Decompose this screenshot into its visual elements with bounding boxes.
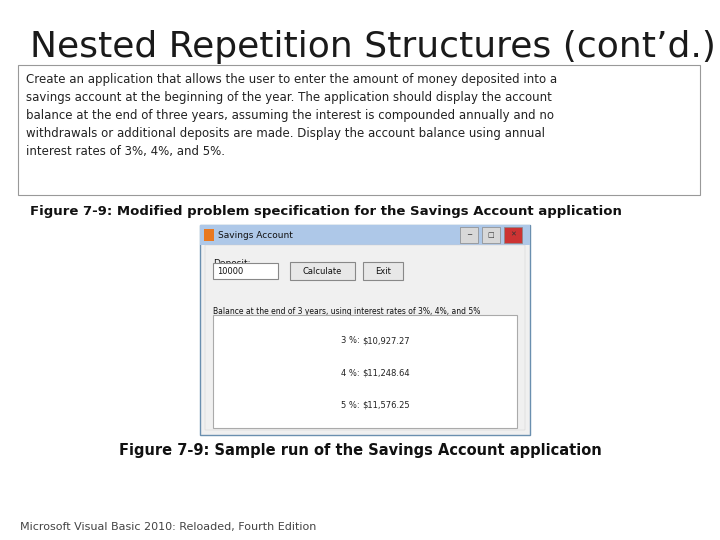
Text: $11,576.25: $11,576.25 [362,401,410,410]
FancyBboxPatch shape [363,262,403,280]
FancyBboxPatch shape [290,262,355,280]
Text: Calculate: Calculate [303,267,342,275]
FancyBboxPatch shape [213,315,517,428]
Text: 3 %:: 3 %: [341,336,360,345]
Text: $10,927.27: $10,927.27 [362,336,410,345]
FancyBboxPatch shape [200,225,530,435]
FancyBboxPatch shape [18,65,700,195]
Text: ─: ─ [467,232,471,238]
Text: Create an application that allows the user to enter the amount of money deposite: Create an application that allows the us… [26,73,557,158]
FancyBboxPatch shape [460,227,478,243]
Text: Figure 7-9: Sample run of the Savings Account application: Figure 7-9: Sample run of the Savings Ac… [119,443,601,458]
Text: Exit: Exit [375,267,391,275]
Text: □: □ [487,232,495,238]
FancyBboxPatch shape [482,227,500,243]
Text: Microsoft Visual Basic 2010: Reloaded, Fourth Edition: Microsoft Visual Basic 2010: Reloaded, F… [20,522,316,532]
Text: Nested Repetition Structures (cont’d.): Nested Repetition Structures (cont’d.) [30,30,716,64]
Text: Balance at the end of 3 years, using interest rates of 3%, 4%, and 5%: Balance at the end of 3 years, using int… [213,307,480,316]
Text: Savings Account: Savings Account [218,231,293,240]
Text: 5 %:: 5 %: [341,401,360,410]
FancyBboxPatch shape [205,245,525,430]
FancyBboxPatch shape [200,225,530,245]
Text: $11,248.64: $11,248.64 [362,369,410,377]
FancyBboxPatch shape [213,263,278,279]
Text: Figure 7-9: Modified problem specification for the Savings Account application: Figure 7-9: Modified problem specificati… [30,205,622,218]
FancyBboxPatch shape [204,229,214,241]
Text: Deposit:: Deposit: [213,259,251,268]
Text: 4 %:: 4 %: [341,369,360,377]
Text: ✕: ✕ [510,232,516,238]
Text: 10000: 10000 [217,267,243,275]
FancyBboxPatch shape [504,227,522,243]
